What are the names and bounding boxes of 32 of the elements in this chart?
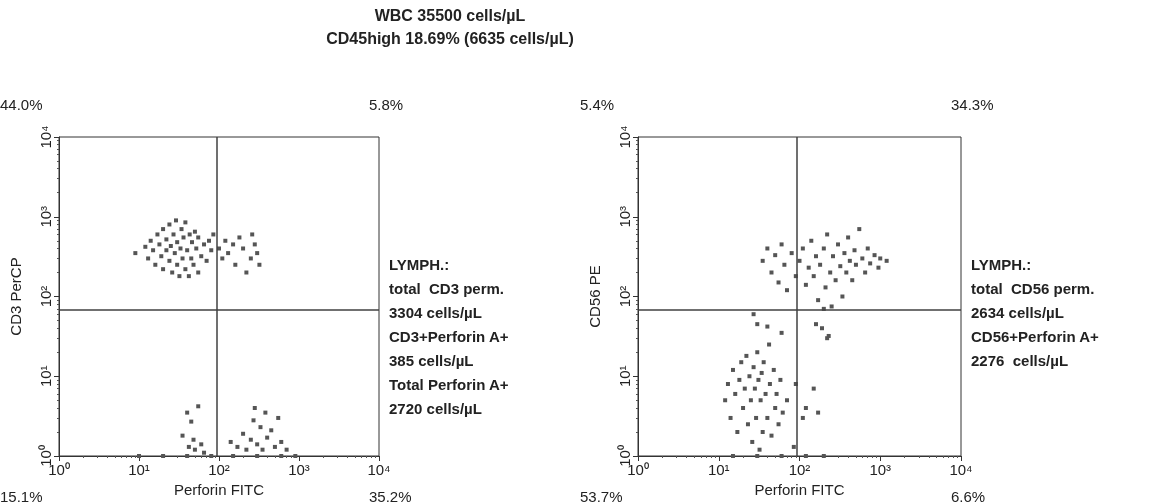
- y-tick-label: 10¹: [37, 365, 54, 388]
- y-tick-label: 10²: [37, 285, 54, 308]
- y-tick-label: 10⁴: [616, 125, 633, 149]
- y-tick-label: 10³: [37, 205, 54, 228]
- text: LYMPH.: total CD56 perm. 2634 cells/µL CD56+Perforin A+ 2276 cells/µL: [971, 255, 1100, 369]
- x-tick-label: 10²: [208, 461, 230, 478]
- text: 5.4%: [580, 95, 615, 113]
- y-tick-label: 10⁴: [37, 125, 54, 149]
- x-axis-title: Perforin FITC: [754, 481, 845, 498]
- x-tick-label: 10⁴: [949, 461, 973, 478]
- text: WBC 35500 cells/µL: [373, 6, 527, 26]
- y-axis-title: CD56 PE: [586, 265, 603, 328]
- x-tick-label: 10¹: [128, 461, 150, 478]
- text: 53.7%: [580, 487, 623, 502]
- y-tick-label: 10²: [616, 285, 633, 308]
- text: 15.1%: [0, 487, 43, 502]
- x-tick-label: 10²: [788, 461, 811, 478]
- x-tick-label: 10³: [869, 461, 892, 478]
- text: 44.0%: [0, 95, 43, 113]
- y-axis-title: CD3 PerCP: [7, 257, 24, 336]
- x-tick-label: 10³: [288, 461, 310, 478]
- text: 35.2%: [369, 487, 412, 502]
- text: 6.6%: [951, 487, 986, 502]
- text: LYMPH.: total CD3 perm. 3304 cells/µL CD3+Perforin A+ 385 cells/µL Total Perforin A+ 2720 cells/µL: [389, 255, 509, 417]
- y-tick-label: 10¹: [616, 365, 633, 388]
- text: CD45high 18.69% (6635 cells/µL): [325, 29, 575, 49]
- x-tick-label: 10⁴: [367, 461, 391, 478]
- x-tick-label: 10¹: [707, 461, 730, 478]
- text: 34.3%: [951, 95, 994, 113]
- y-tick-label: 10³: [616, 205, 633, 228]
- text: 5.8%: [369, 95, 404, 113]
- x-axis-title: Perforin FITC: [173, 481, 265, 498]
